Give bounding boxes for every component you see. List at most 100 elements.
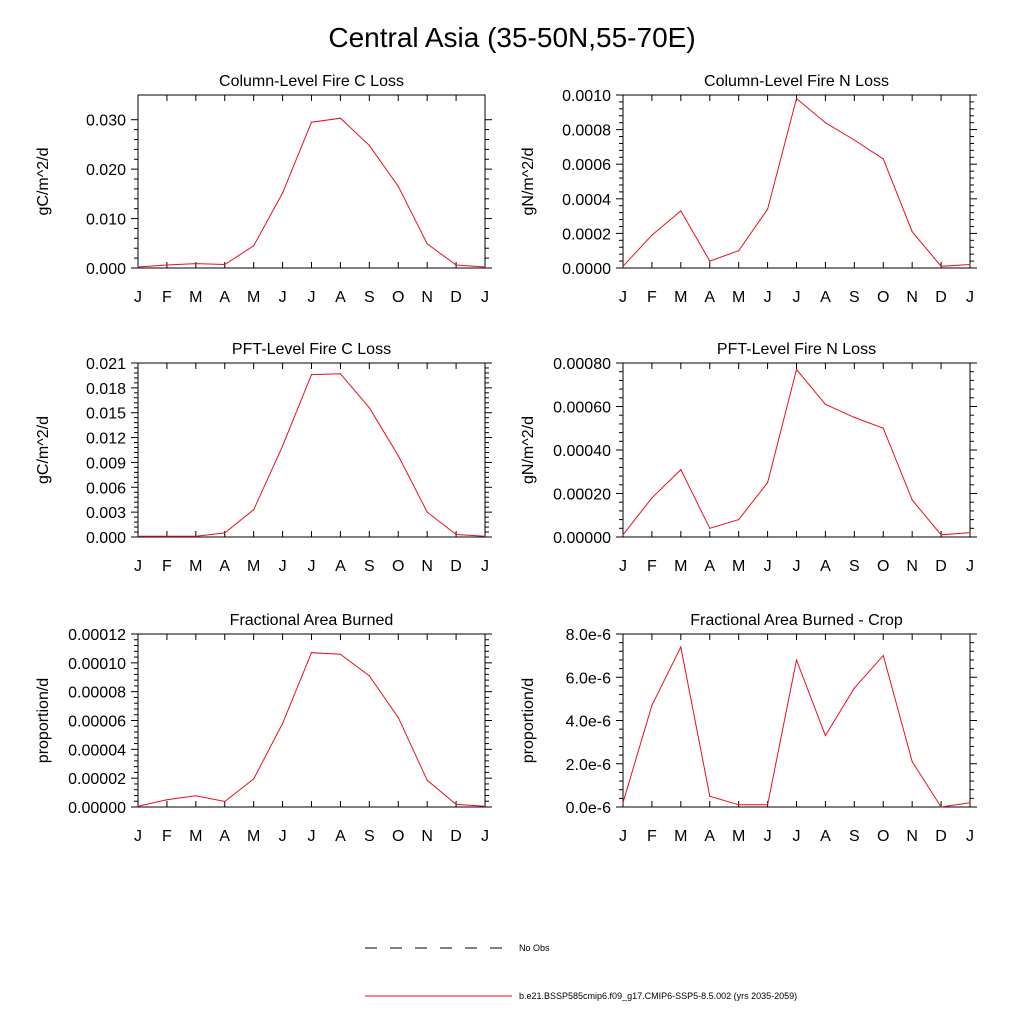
x-tick-label: J: [793, 558, 801, 575]
data-point: [426, 511, 428, 513]
y-tick-label: 0.00060: [553, 400, 611, 417]
x-tick-label: O: [392, 828, 404, 845]
data-point: [738, 519, 740, 521]
y-axis-label: proportion/d: [35, 678, 52, 763]
x-tick-label: N: [906, 558, 918, 575]
x-tick-label: J: [619, 558, 627, 575]
x-tick-label: J: [279, 828, 287, 845]
x-tick-label: M: [732, 828, 745, 845]
data-point: [397, 717, 399, 719]
x-tick-label: J: [279, 289, 287, 306]
x-tick-label: D: [935, 289, 947, 306]
x-tick-label: J: [793, 289, 801, 306]
data-point: [622, 802, 624, 804]
x-tick-label: J: [481, 828, 489, 845]
data-point: [426, 243, 428, 245]
y-axis-label: gC/m^2/d: [35, 416, 52, 484]
data-point: [766, 804, 769, 806]
panel-title: Fractional Area Burned - Crop: [690, 612, 903, 629]
x-tick-label: M: [732, 289, 745, 306]
data-point: [969, 532, 971, 534]
data-point: [484, 535, 486, 537]
series-line: [137, 652, 486, 807]
figure-title: Central Asia (35-50N,55-70E): [328, 22, 696, 53]
data-point: [281, 722, 284, 724]
y-tick-label: 0.021: [86, 356, 126, 373]
data-point: [137, 535, 139, 537]
data-point: [680, 210, 682, 212]
data-point: [882, 427, 884, 429]
data-point: [853, 687, 855, 689]
x-tick-label: M: [189, 289, 202, 306]
data-point: [651, 497, 653, 499]
x-tick-label: S: [849, 289, 860, 306]
data-point: [651, 234, 653, 236]
x-tick-label: A: [704, 558, 715, 575]
y-tick-label: 2.0e-6: [566, 757, 611, 774]
y-tick-label: 0.000: [86, 530, 126, 547]
data-point: [253, 509, 255, 511]
data-point: [709, 260, 711, 262]
data-point: [969, 802, 971, 804]
series-line: [137, 117, 486, 268]
y-tick-label: 0.010: [86, 212, 126, 229]
x-tick-label: M: [247, 828, 260, 845]
x-tick-label: M: [247, 558, 260, 575]
y-axis-label: proportion/d: [520, 678, 537, 763]
data-point: [709, 527, 711, 529]
x-tick-label: J: [619, 828, 627, 845]
x-tick-label: J: [134, 289, 142, 306]
x-tick-label: A: [219, 828, 230, 845]
y-tick-label: 0.00002: [68, 771, 126, 788]
data-point: [680, 468, 682, 471]
x-tick-label: A: [219, 289, 230, 306]
data-point: [911, 760, 913, 763]
y-tick-label: 0.0004: [562, 192, 611, 209]
x-tick-label: A: [820, 828, 831, 845]
y-tick-label: 0.030: [86, 113, 126, 130]
x-tick-label: D: [450, 828, 462, 845]
data-point: [397, 185, 399, 188]
x-tick-label: S: [364, 289, 375, 306]
x-tick-label: M: [732, 558, 745, 575]
panel-title: Column-Level Fire N Loss: [704, 73, 889, 90]
data-point: [195, 535, 197, 537]
panel-title: PFT-Level Fire N Loss: [717, 341, 876, 358]
x-tick-label: D: [450, 289, 462, 306]
x-tick-label: A: [335, 558, 346, 575]
data-point: [795, 368, 798, 371]
data-point: [137, 266, 139, 268]
data-point: [368, 144, 370, 147]
data-point: [368, 407, 370, 409]
x-tick-label: F: [162, 828, 172, 845]
x-tick-label: S: [849, 828, 860, 845]
x-tick-label: J: [966, 828, 974, 845]
y-tick-label: 0.00010: [68, 656, 126, 673]
x-tick-label: J: [481, 289, 489, 306]
data-point: [310, 121, 313, 123]
x-tick-label: O: [877, 558, 889, 575]
x-tick-label: N: [421, 289, 433, 306]
y-tick-label: 0.003: [86, 505, 126, 522]
data-point: [195, 795, 197, 797]
x-tick-label: J: [481, 558, 489, 575]
data-point: [911, 231, 913, 233]
x-tick-label: J: [764, 828, 772, 845]
x-tick-label: O: [392, 558, 404, 575]
y-tick-label: 0.006: [86, 480, 126, 497]
panel-fractional-area-burned-crop: Fractional Area Burned - Crop proportion/…: [520, 612, 977, 845]
data-point: [766, 208, 769, 210]
y-tick-label: 0.0010: [562, 88, 611, 105]
data-point: [195, 262, 197, 265]
data-point: [455, 264, 457, 266]
x-tick-label: N: [421, 828, 433, 845]
x-tick-label: M: [674, 828, 687, 845]
y-tick-label: 0.018: [86, 381, 126, 398]
series-line: [622, 368, 971, 536]
y-tick-label: 0.012: [86, 431, 126, 448]
plot-frame: [137, 362, 486, 538]
x-tick-label: D: [935, 828, 947, 845]
